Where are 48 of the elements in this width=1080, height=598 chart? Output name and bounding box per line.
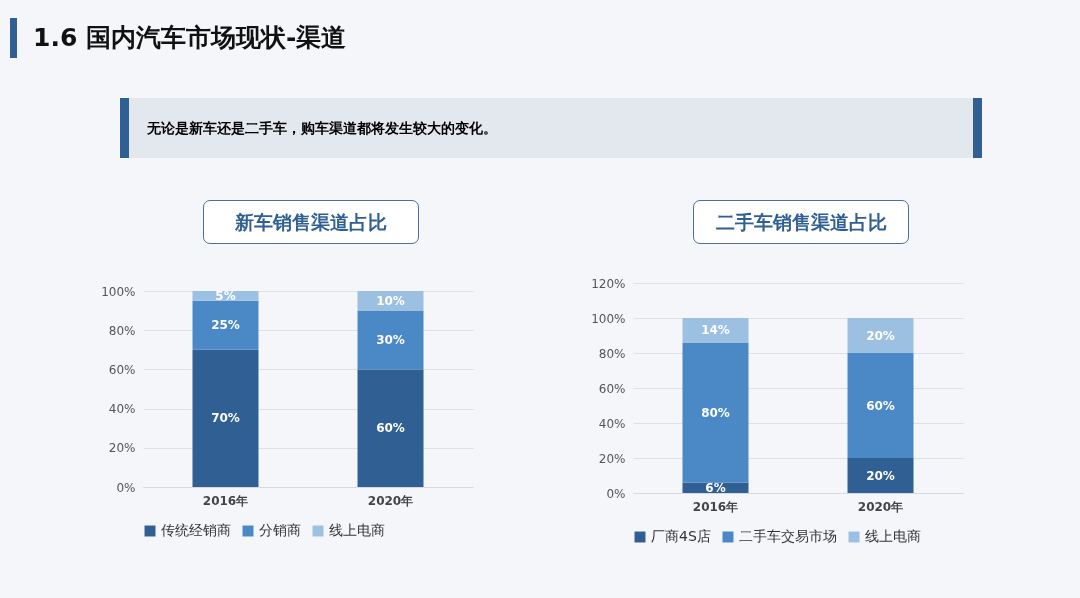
legend-label: 分销商 [259,522,301,538]
x-tick-label: 2016年 [202,493,249,508]
data-label: 60% [866,398,895,413]
bar [682,318,749,343]
data-label: 20% [866,468,895,483]
chart-title: 二手车销售渠道占比 [693,200,909,244]
legend-label: 传统经销商 [161,522,231,538]
data-label: 25% [211,318,240,333]
y-tick-label: 20% [598,451,626,466]
y-tick-label: 40% [108,402,136,417]
data-label: 80% [701,405,730,420]
legend-label: 线上电商 [865,528,921,544]
data-label: 6% [705,480,726,495]
y-tick-label: 100% [101,284,136,299]
bar [847,318,914,353]
legend-label: 厂商4S店 [651,528,711,544]
bar [847,353,914,458]
x-tick-label: 2016年 [692,499,739,514]
data-label: 10% [376,293,405,308]
legend-label: 线上电商 [329,522,385,538]
bar [192,300,259,350]
data-label: 70% [211,411,240,426]
data-label: 5% [215,288,236,303]
text: 无论是新车还是二手车，购车渠道都将发生较大的变化。 [120,98,982,158]
y-tick-label: 0% [116,480,136,495]
bar [682,342,749,483]
y-tick-label: 40% [598,416,626,431]
x-tick-label: 2020年 [857,499,904,514]
y-tick-label: 20% [108,441,136,456]
y-tick-label: 80% [108,323,136,338]
legend-label: 二手车交易市场 [739,528,837,544]
bar [357,369,424,487]
data-label: 14% [701,323,730,338]
y-tick-label: 120% [591,276,626,291]
y-tick-label: 60% [598,381,626,396]
data-label: 20% [866,328,895,343]
y-tick-label: 80% [598,346,626,361]
x-tick-label: 2020年 [367,493,414,508]
data-label: 30% [376,333,405,347]
data-label: 60% [376,421,405,436]
y-tick-label: 100% [591,311,626,326]
y-tick-label: 0% [606,486,626,501]
y-tick-label: 60% [108,362,136,377]
bar [192,349,259,487]
bar [847,458,914,493]
bar [357,310,424,370]
text: 1.6 国内汽车市场现状-渠道 [10,18,347,58]
chart-title: 新车销售渠道占比 [203,200,419,244]
